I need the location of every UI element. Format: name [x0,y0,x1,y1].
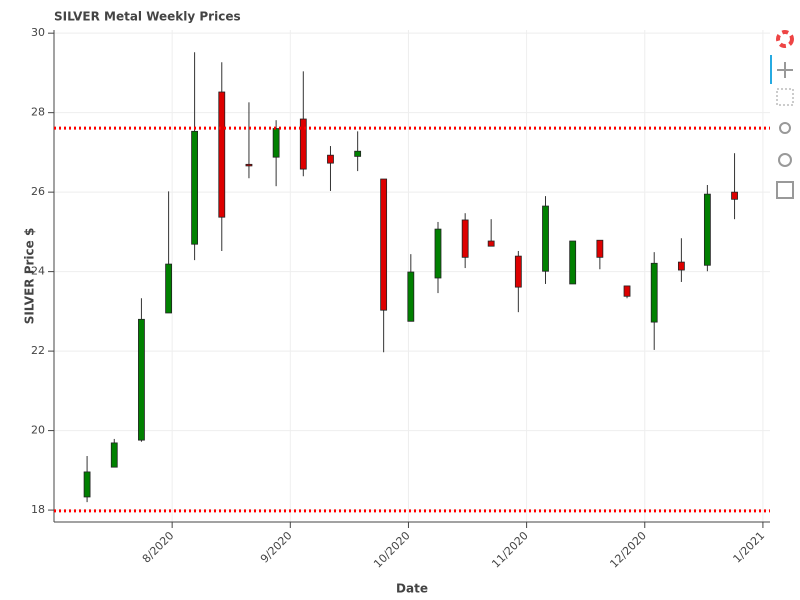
candle-body [354,150,362,157]
y-tick-label: 26 [31,185,45,198]
x-tick-label: 12/2020 [607,529,649,571]
candle-body [596,239,604,258]
reset-tool[interactable] [778,153,792,167]
y-tick-label: 22 [31,344,45,357]
candle-body [272,128,280,158]
x-tick-label: 11/2020 [489,529,531,571]
box-zoom-tool[interactable] [776,88,794,106]
candle-body [487,240,495,247]
chart-title: SILVER Metal Weekly Prices [54,10,241,24]
candle-body [677,261,685,271]
x-axis-label: Date [396,582,428,596]
candle-body [299,118,307,170]
y-axis-label: SILVER Price $ [23,228,37,325]
candle-body [327,154,334,164]
candle-body [434,228,442,279]
candle-body [703,193,711,266]
candle-body [623,285,631,297]
toolbar [770,30,794,199]
save-tool[interactable] [776,181,794,199]
y-tick-label: 28 [31,106,45,119]
x-tick-label: 9/2020 [258,529,295,566]
candle-body [569,240,577,285]
candle-body [380,178,388,311]
candle-body [650,262,658,323]
x-tick-label: 10/2020 [371,529,413,571]
candle-body [542,205,549,272]
candle-body [165,263,173,314]
candle-body [407,271,415,322]
wheel-zoom-tool[interactable] [779,122,791,134]
candle-body [461,219,469,258]
x-tick-label: 8/2020 [140,529,177,566]
candle-body [191,130,199,245]
candle-body [110,442,118,468]
y-tick-label: 30 [31,26,45,39]
candle-body [138,318,145,441]
pan-tool[interactable] [777,62,793,78]
logo [776,30,794,48]
y-tick-label: 18 [31,503,45,516]
x-tick-label: 1/2021 [731,529,768,566]
y-tick-label: 20 [31,424,45,437]
candle-body [83,471,91,498]
candle-body [218,91,226,218]
candle-body [731,191,738,200]
candle-body [245,163,253,167]
candle-body [514,255,522,288]
y-tick-label: 24 [31,265,45,278]
